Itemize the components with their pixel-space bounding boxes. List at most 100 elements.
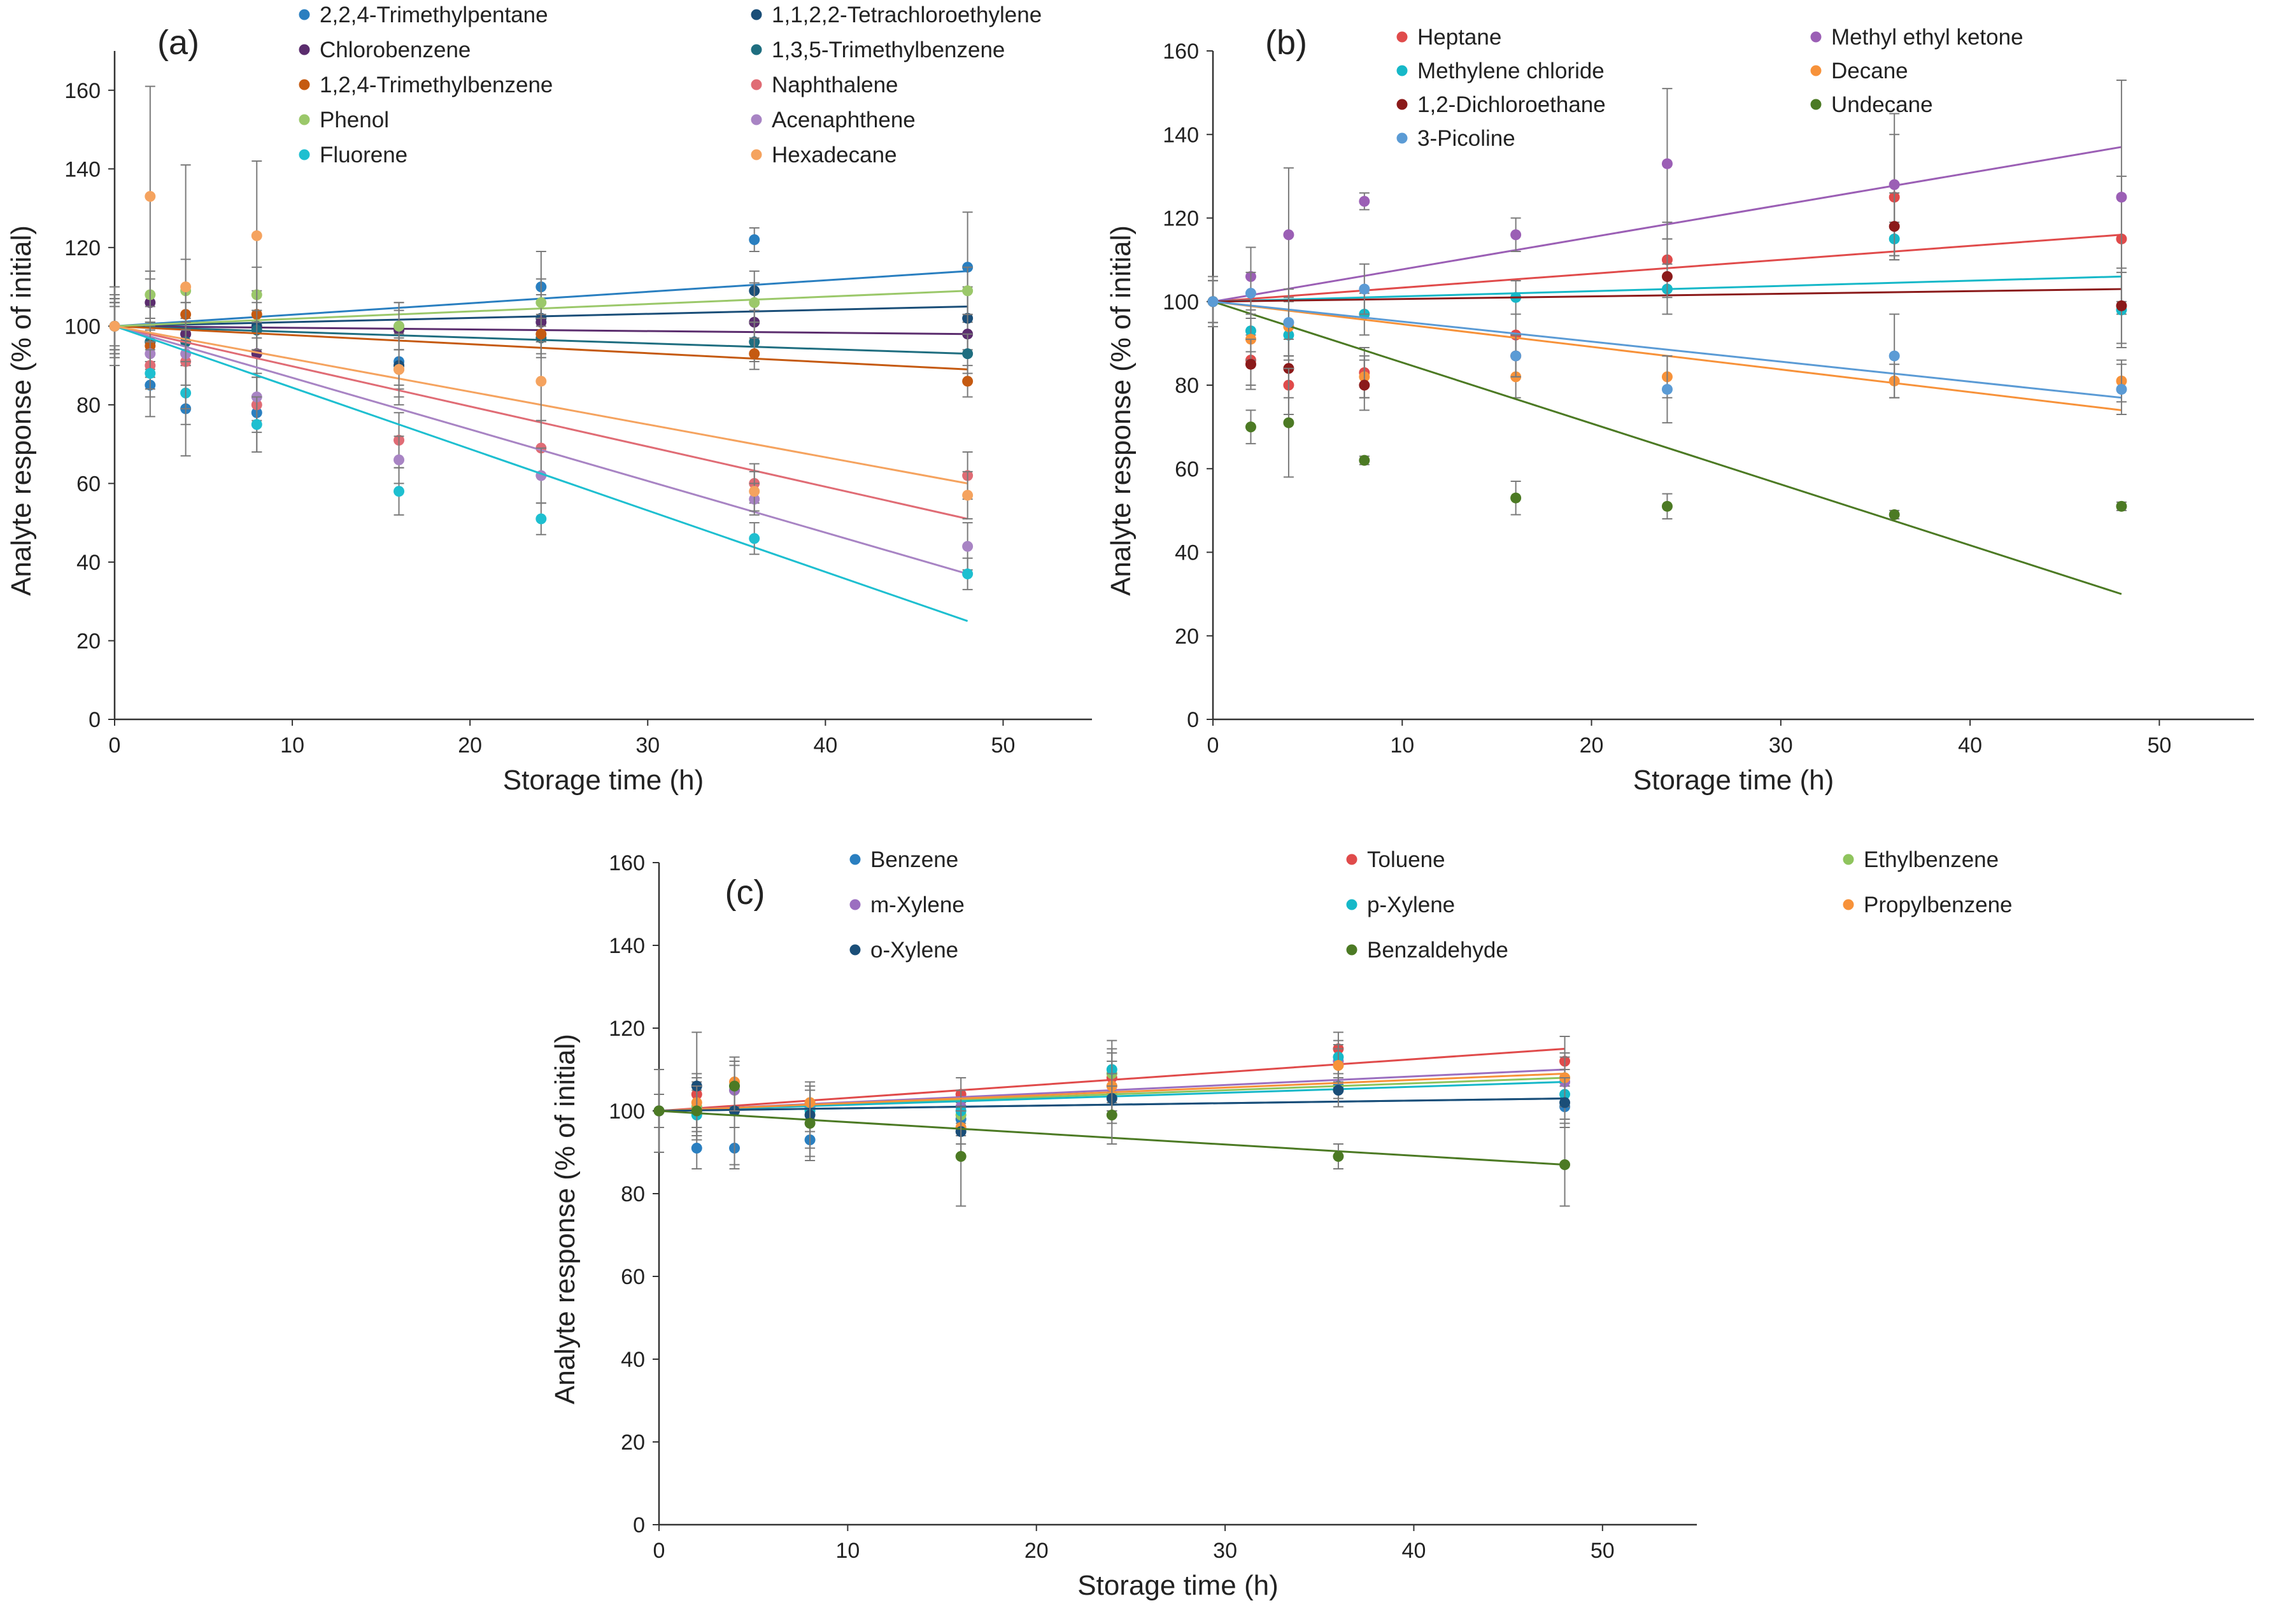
x-tick-label: 50 [991,733,1016,758]
legend-marker [849,944,861,956]
panel-label: (b) [1265,24,1307,62]
data-point [393,454,405,465]
legend-marker [1810,99,1822,110]
x-tick-label: 40 [813,733,837,758]
x-axis-title: Storage time (h) [1077,1570,1278,1601]
legend-label: 1,3,5-Trimethylbenzene [772,38,1005,62]
panel-label: (c) [725,873,765,912]
legend-label: Toluene [1367,847,1445,872]
x-tick-label: 30 [1213,1539,1237,1563]
y-tick-label: 120 [1163,207,1199,231]
data-point [729,1080,741,1092]
data-point [962,376,974,387]
data-point [535,376,547,387]
y-tick-label: 120 [609,1017,645,1041]
x-tick-label: 20 [1024,1539,1049,1563]
legend-label: 2,2,4-Trimethylpentane [320,3,548,27]
legend-label: m-Xylene [870,893,965,917]
legend-label: Naphthalene [772,73,898,97]
x-tick-label: 20 [458,733,482,758]
legend-marker [1810,31,1822,43]
legend-marker [751,9,762,20]
legend-label: Ethylbenzene [1864,847,1999,872]
data-point [1106,1110,1117,1120]
legend-marker [1396,31,1408,43]
y-axis-title: Analyte response (% of initial) [6,225,37,596]
y-tick-label: 140 [609,934,645,958]
series-Undecane [1207,279,2127,595]
legend-marker [1396,132,1408,144]
data-point [535,513,547,525]
data-point [1245,288,1256,299]
legend-marker [1396,65,1408,76]
data-point [145,191,156,202]
legend-marker [1843,854,1854,865]
data-point [749,234,760,245]
data-point [962,540,974,552]
legend-marker [1346,944,1357,956]
data-point [749,486,760,497]
data-point [535,297,547,308]
data-point [962,568,974,579]
series-Benzaldehyde [653,1061,1571,1207]
legend-marker [751,114,762,125]
data-point [1359,283,1370,295]
trend-line [114,325,968,623]
data-point [2116,500,2127,512]
data-point [393,320,405,332]
data-point [393,486,405,497]
data-point [1889,221,1900,232]
y-tick-label: 160 [64,79,101,103]
y-tick-label: 0 [1187,708,1199,732]
legend-marker [849,899,861,910]
trend-line [1212,300,2122,399]
data-point [1333,1085,1344,1096]
data-point [1661,271,1673,282]
legend-label: Methyl ethyl ketone [1831,25,2023,50]
x-tick-label: 20 [1580,733,1604,758]
y-tick-label: 20 [76,629,101,653]
panel-a: 0 20 40 60 80 100 120 140 160 0 10 20 30 40 50 Storage … [6,3,1092,796]
y-tick-label: 60 [76,472,101,496]
data-point [1283,317,1294,328]
legend-label: Benzaldehyde [1367,938,1508,963]
data-point [1661,158,1673,169]
data-point [1510,492,1522,504]
legend-label: Acenaphthene [772,108,916,132]
data-point [804,1118,816,1129]
legend-marker [299,79,310,90]
data-point [109,320,120,332]
y-tick-label: 40 [76,551,101,575]
data-point [749,348,760,360]
data-point [145,367,156,379]
y-tick-label: 80 [76,393,101,418]
x-axis-title: Storage time (h) [503,765,704,796]
data-point [1245,358,1256,370]
data-point [393,364,405,375]
data-point [749,297,760,308]
data-point [1661,384,1673,395]
data-point [962,285,974,297]
series-Hexadecane [109,85,974,519]
y-tick-label: 60 [1175,457,1199,481]
legend-marker [1810,65,1822,76]
legend-label: p-Xylene [1367,893,1455,917]
x-tick-label: 30 [1769,733,1793,758]
legend-label: Decane [1831,59,1908,83]
y-tick-label: 80 [1175,374,1199,398]
y-tick-label: 120 [64,236,101,260]
data-point [251,230,262,241]
data-point [1510,350,1522,362]
data-point [2116,300,2127,311]
data-point [1889,350,1900,362]
legend-label: 1,2-Dichloroethane [1417,92,1606,117]
legend: 2,2,4-Trimethylpentane 1,1,2,2-Tetrachlor… [299,3,1042,167]
y-tick-label: 0 [89,708,101,732]
legend-label: Propylbenzene [1864,893,2013,917]
y-tick-label: 40 [621,1348,645,1372]
legend-label: Benzene [870,847,958,872]
legend-label: 1,1,2,2-Tetrachloroethylene [772,3,1042,27]
data-point [251,419,262,430]
